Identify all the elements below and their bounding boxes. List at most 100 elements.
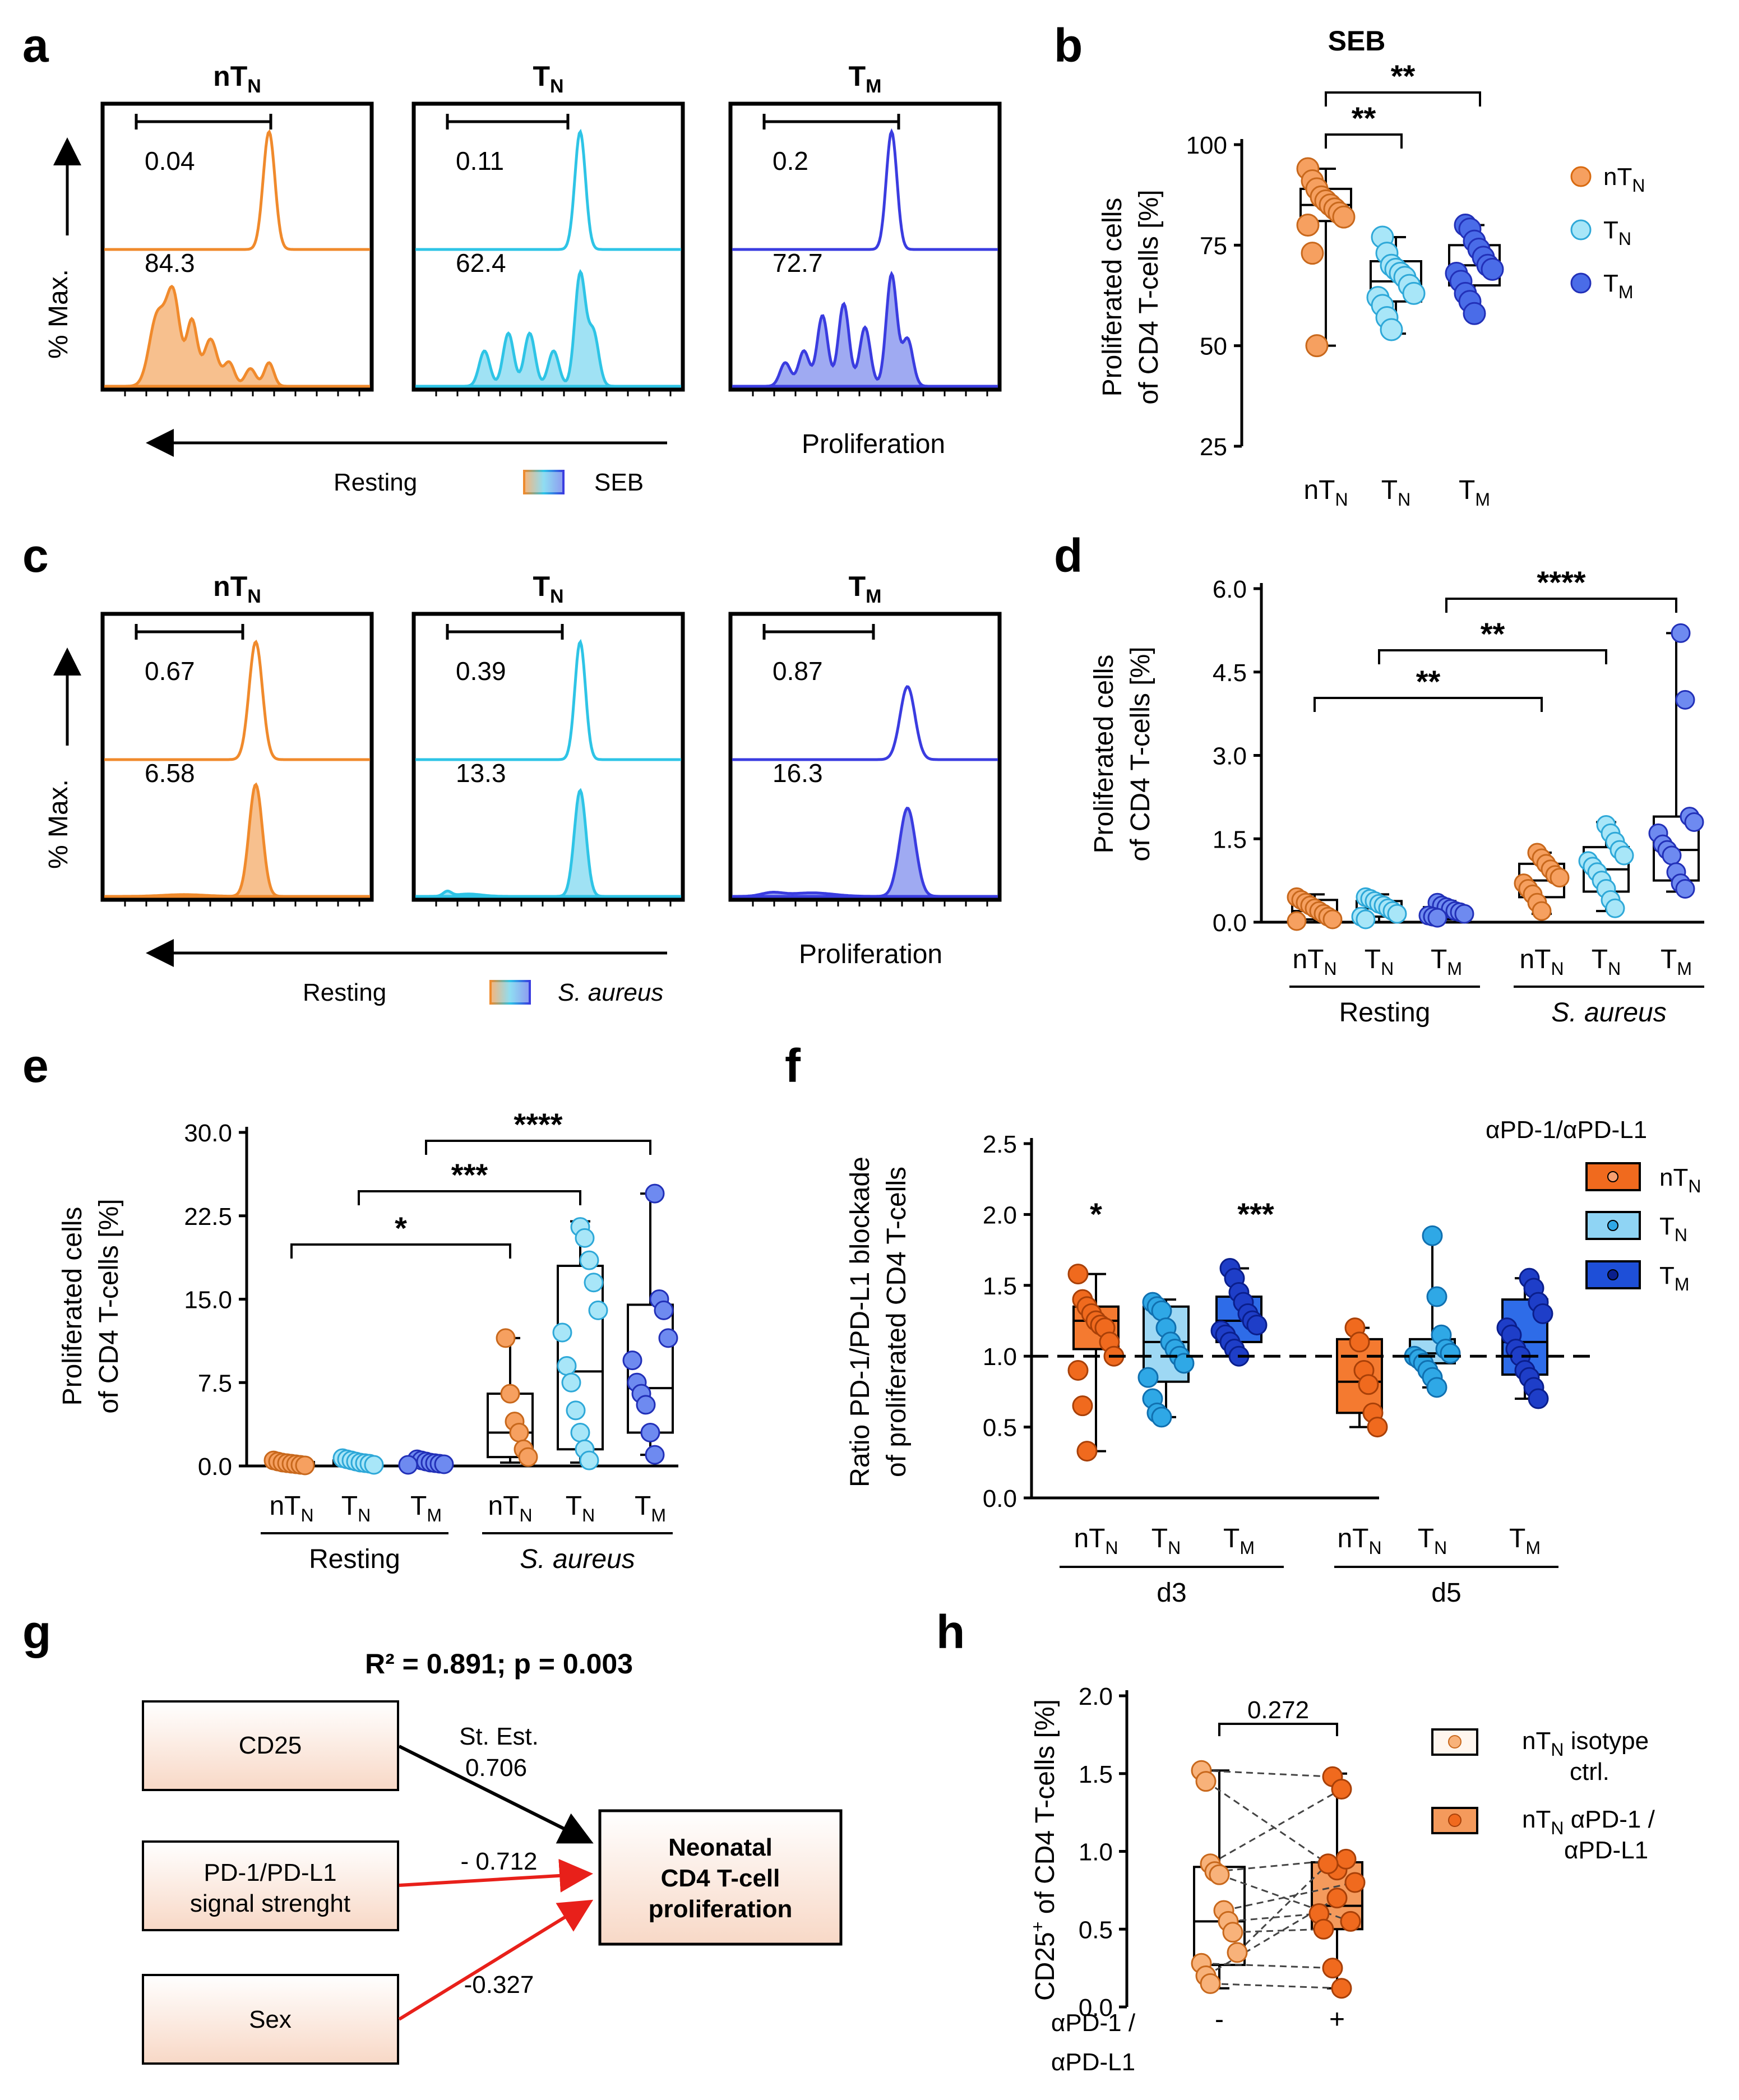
- data-point: [636, 1395, 656, 1415]
- data-point: [1246, 1315, 1268, 1336]
- box-series-3: [1336, 1317, 1388, 1438]
- x-category-label: TM: [635, 1491, 666, 1525]
- data-point: [658, 1328, 678, 1348]
- panel-letter-h: h: [936, 1606, 965, 1658]
- c-xaxis-label: Proliferation: [799, 940, 942, 969]
- data-point: [364, 1455, 384, 1475]
- y-tick-label: 0.0: [1213, 909, 1247, 937]
- g-arrow-pd1: [399, 1858, 593, 1893]
- data-point: [1367, 1417, 1388, 1438]
- data-point: [1426, 1286, 1447, 1307]
- data-point: [1528, 1388, 1549, 1409]
- significance-stars: **: [1416, 664, 1441, 699]
- data-point: [1340, 1911, 1361, 1932]
- significance-stars: **: [1352, 100, 1376, 136]
- histC-plot-1: TN 0.39 13.3: [411, 571, 685, 906]
- significance-bracket: [290, 1243, 511, 1259]
- data-point: [1675, 879, 1695, 899]
- g-box-target: [598, 1809, 843, 1946]
- data-point: [1209, 1864, 1230, 1885]
- group-label: S. aureus: [1551, 998, 1666, 1028]
- c-legend-resting: Resting: [303, 979, 386, 1006]
- h-legend-apd-2: αPD-L1: [1564, 1837, 1648, 1864]
- f-legend-ntn: nTN: [1659, 1164, 1701, 1196]
- b-legend-tn: TN: [1603, 216, 1631, 249]
- significance-stars: ****: [1537, 565, 1585, 600]
- data-point: [654, 1300, 674, 1320]
- histogram-title: TN: [533, 571, 563, 607]
- data-point: [295, 1455, 315, 1475]
- gate-value-stimulated: 84.3: [145, 248, 195, 277]
- x-category-label: nTN: [1303, 475, 1348, 510]
- histogram-frame: [411, 612, 685, 902]
- data-point: [1440, 1343, 1461, 1364]
- g-box-pd1: [142, 1840, 399, 1931]
- histogram-resting-trace: [732, 128, 998, 251]
- h-x-minus: -: [1215, 2005, 1224, 2034]
- data-point: [570, 1423, 590, 1442]
- pair-line: [1236, 1863, 1329, 1953]
- data-point: [1402, 281, 1426, 305]
- g-arrow-sex: [398, 1899, 594, 2021]
- histogram-resting-trace: [104, 639, 370, 761]
- c-legend-saureus-swatch: [489, 980, 531, 1005]
- data-point: [1173, 1353, 1195, 1374]
- x-category-label: TM: [410, 1491, 442, 1525]
- histC-plot-0: nTN 0.67 6.58: [100, 571, 374, 906]
- data-point: [1313, 1918, 1334, 1940]
- h-legend: nTN isotype ctrl. nTN αPD-1 / αPD-L1: [1431, 1727, 1655, 1864]
- f-ylabel-1: Ratio PD-1/PD-L1 blockade: [845, 1157, 875, 1487]
- c-yaxis-label: % Max.: [44, 779, 73, 869]
- gate-value-stimulated: 13.3: [456, 758, 506, 788]
- y-tick-label: 0.0: [198, 1453, 232, 1481]
- box-series-0: [1067, 1264, 1125, 1462]
- data-point: [1317, 1853, 1339, 1875]
- x-category-label: TN: [1418, 1524, 1447, 1558]
- y-tick-label: 2.0: [983, 1201, 1017, 1229]
- histogram-stimulated-trace: [732, 806, 998, 898]
- g-box-cd25-label: CD25: [239, 1732, 302, 1759]
- data-point: [1067, 1359, 1089, 1381]
- y-tick-label: 0.0: [983, 1485, 1017, 1512]
- data-point: [1287, 911, 1307, 931]
- data-point: [579, 1250, 599, 1270]
- data-point: [1222, 1922, 1243, 1943]
- panel-a-histograms: nTN 0.04 84.3 TN 0.11 62.4 TM 0.2 72.7: [100, 61, 1002, 396]
- y-tick-label: 1.5: [1079, 1761, 1113, 1788]
- group-label: S. aureus: [520, 1544, 635, 1574]
- x-category-label: TM: [1459, 475, 1490, 510]
- histogram-stimulated-trace: [104, 782, 370, 898]
- x-category-label: TN: [1592, 945, 1621, 979]
- h-legend-iso-dot: [1448, 1735, 1461, 1749]
- histogram-resting-trace: [415, 639, 681, 761]
- data-point: [584, 1273, 604, 1293]
- data-point: [509, 1423, 529, 1442]
- gate-value-stimulated: 16.3: [773, 758, 823, 788]
- g-est-3: -0.327: [464, 1971, 534, 1999]
- significance-bracket: [1325, 91, 1481, 107]
- box-series-4: [552, 1217, 608, 1470]
- box-series-0: [1296, 157, 1356, 358]
- gate-value-resting: 0.11: [456, 146, 504, 175]
- data-point: [1322, 909, 1343, 929]
- x-category-label: TN: [1381, 475, 1410, 510]
- pair-line: [1205, 1780, 1338, 1871]
- b-legend-ntn-marker: [1570, 166, 1592, 187]
- data-point: [1151, 1407, 1172, 1428]
- b-legend-tn-marker: [1570, 219, 1592, 240]
- box-series-1: [332, 1448, 384, 1475]
- data-point: [645, 1183, 665, 1204]
- pair-line: [1210, 1788, 1342, 1865]
- panel-g-diagram: R² = 0.891; p = 0.003 CD25 PD-1/PD-L1 si…: [142, 1648, 843, 2065]
- data-point: [1332, 205, 1356, 229]
- x-category-label: nTN: [1292, 945, 1336, 979]
- data-point: [579, 1450, 599, 1470]
- y-tick-label: 1.5: [983, 1273, 1017, 1300]
- e-ylabel-2: of CD4 T-cells [%]: [94, 1199, 124, 1413]
- f-legend-tm-swatch: [1585, 1260, 1641, 1289]
- group-label: Resting: [309, 1544, 400, 1574]
- box-series-3: [1514, 843, 1570, 921]
- panel-letter-e: e: [22, 1039, 49, 1092]
- data-point: [398, 1455, 418, 1475]
